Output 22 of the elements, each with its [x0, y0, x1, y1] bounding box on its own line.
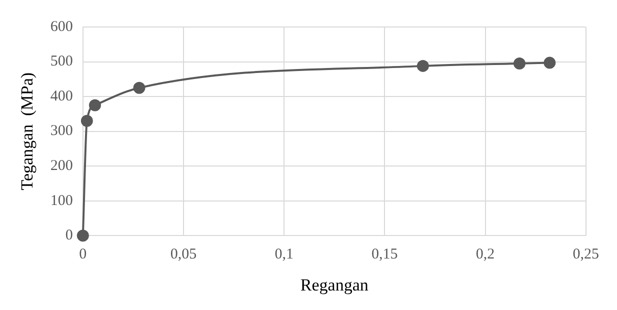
point: [133, 82, 146, 94]
y-tick-label: 200: [50, 158, 73, 174]
y-axis-title: Tegangan (MPa): [18, 72, 37, 190]
y-tick-label: 0: [65, 228, 73, 244]
point: [76, 230, 89, 242]
x-axis-title: Regangan: [300, 275, 369, 294]
y-tick-label: 300: [50, 123, 73, 140]
y-tick-label: 500: [50, 54, 73, 70]
point: [416, 60, 429, 72]
x-tick-label: 0,2: [476, 246, 495, 263]
x-tick-label: 0,15: [372, 246, 398, 263]
point: [513, 58, 526, 70]
y-tick-label: 100: [50, 192, 73, 209]
point: [80, 114, 93, 127]
point: [88, 99, 101, 112]
x-tick-label: 0: [79, 246, 87, 263]
x-tick-label: 0,25: [572, 246, 599, 263]
x-tick-label: 0,1: [274, 246, 294, 263]
x-tick-label: 0,05: [170, 246, 197, 263]
point: [544, 56, 556, 69]
y-tick-label: 400: [50, 88, 73, 104]
y-tick-label: 600: [50, 18, 73, 35]
